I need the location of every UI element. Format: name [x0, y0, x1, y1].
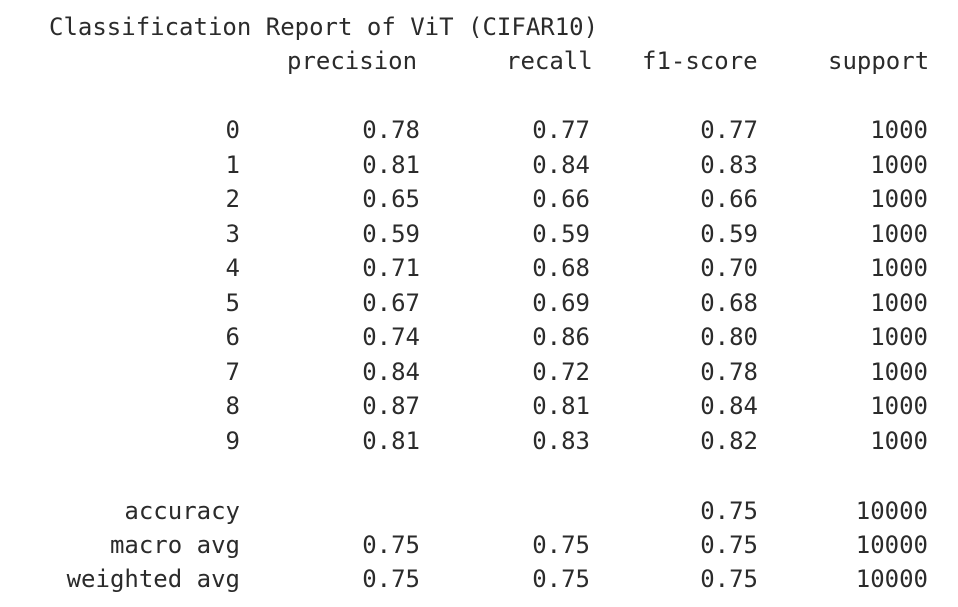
row-label: 9 — [225, 426, 240, 455]
support-value: 1000 — [870, 185, 928, 213]
header-recall: recall — [506, 47, 593, 75]
precision-value: 0.74 — [362, 323, 420, 351]
recall-value: 0.72 — [532, 357, 590, 386]
row-label: 0 — [225, 116, 240, 144]
recall-value: 0.77 — [532, 116, 590, 144]
f1-score-value: 0.82 — [700, 426, 758, 455]
f1-score-value: 0.70 — [700, 254, 758, 282]
header-support: support — [828, 47, 930, 75]
recall-value: 0.66 — [532, 185, 590, 213]
f1-score-value: 0.59 — [700, 219, 758, 248]
precision-value: 0.87 — [362, 392, 420, 420]
f1-score-value: 0.77 — [700, 116, 758, 144]
support-value: 1000 — [870, 426, 928, 455]
support-value: 1000 — [870, 323, 928, 351]
support-value: 10000 — [855, 531, 928, 559]
f1-score-value: 0.84 — [700, 392, 758, 420]
precision-value: 0.81 — [362, 426, 420, 455]
support-value: 1000 — [870, 288, 928, 317]
recall-value: 0.75 — [532, 531, 590, 559]
precision-value: 0.65 — [362, 185, 420, 213]
recall-value: 0.81 — [532, 392, 590, 420]
f1-score-value: 0.75 — [700, 531, 758, 559]
precision-value: 0.71 — [362, 254, 420, 282]
f1-score-value: 0.75 — [700, 497, 758, 525]
support-value: 1000 — [870, 116, 928, 144]
header-f1-score: f1-score — [642, 47, 758, 75]
row-label: accuracy — [124, 497, 240, 525]
recall-value: 0.83 — [532, 426, 590, 455]
precision-value: 0.84 — [362, 357, 420, 386]
recall-value: 0.59 — [532, 219, 590, 248]
row-label: 3 — [225, 219, 240, 248]
row-label: weighted avg — [66, 565, 240, 593]
precision-value: 0.75 — [362, 531, 420, 559]
precision-value: 0.75 — [362, 565, 420, 593]
precision-value — [310, 496, 420, 526]
precision-value: 0.78 — [362, 116, 420, 144]
support-value: 1000 — [870, 219, 928, 248]
row-label: macro avg — [109, 531, 240, 559]
row-label: 2 — [225, 185, 240, 213]
row-label: 7 — [225, 357, 240, 386]
precision-value: 0.59 — [362, 219, 420, 248]
f1-score-value: 0.68 — [700, 288, 758, 317]
support-value: 1000 — [870, 254, 928, 282]
support-value: 10000 — [855, 565, 928, 593]
support-value: 10000 — [855, 497, 928, 525]
recall-value: 0.75 — [532, 565, 590, 593]
precision-value: 0.81 — [362, 150, 420, 179]
recall-value: 0.69 — [532, 288, 590, 317]
row-label: 4 — [225, 254, 240, 282]
precision-value: 0.67 — [362, 288, 420, 317]
report-title: Classification Report of ViT (CIFAR10) — [49, 13, 599, 41]
row-label: 1 — [225, 150, 240, 179]
support-value: 1000 — [870, 392, 928, 420]
row-label: 6 — [225, 323, 240, 351]
recall-value: 0.68 — [532, 254, 590, 282]
f1-score-value: 0.80 — [700, 323, 758, 351]
support-value: 1000 — [870, 150, 928, 179]
row-label: 5 — [225, 288, 240, 317]
f1-score-value: 0.66 — [700, 185, 758, 213]
row-label: 8 — [225, 392, 240, 420]
recall-value — [480, 496, 590, 526]
recall-value: 0.86 — [532, 323, 590, 351]
support-value: 1000 — [870, 357, 928, 386]
recall-value: 0.84 — [532, 150, 590, 179]
f1-score-value: 0.78 — [700, 357, 758, 386]
header-precision: precision — [287, 47, 418, 75]
f1-score-value: 0.75 — [700, 565, 758, 593]
f1-score-value: 0.83 — [700, 150, 758, 179]
